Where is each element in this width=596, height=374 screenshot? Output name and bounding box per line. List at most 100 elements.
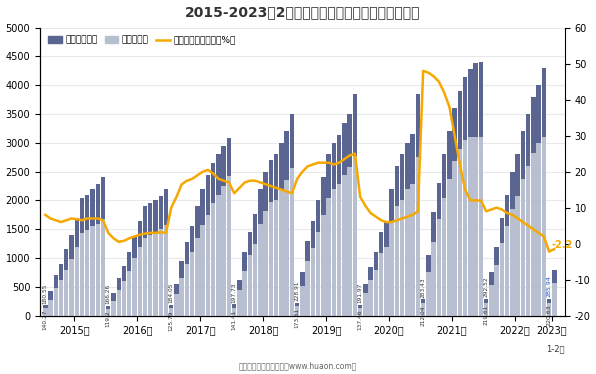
Text: 220.63: 220.63 xyxy=(546,305,551,327)
Bar xyxy=(521,179,525,316)
Bar xyxy=(505,195,510,316)
Bar xyxy=(226,138,231,316)
Bar xyxy=(290,114,294,316)
Bar xyxy=(253,244,257,316)
Bar xyxy=(54,275,58,316)
Bar xyxy=(521,131,525,316)
Bar xyxy=(432,212,436,316)
Bar xyxy=(43,307,48,316)
Bar xyxy=(489,273,493,316)
Text: 166.26: 166.26 xyxy=(105,284,110,304)
Bar xyxy=(232,307,237,316)
Bar xyxy=(106,306,110,316)
Bar xyxy=(552,283,557,316)
Bar xyxy=(337,135,342,316)
Bar xyxy=(379,232,383,316)
Bar xyxy=(274,200,278,316)
Bar xyxy=(59,264,63,316)
Bar xyxy=(479,137,483,316)
Bar xyxy=(405,189,409,316)
Text: 141.41: 141.41 xyxy=(231,309,236,329)
Bar xyxy=(389,189,394,316)
Bar xyxy=(159,196,163,316)
Bar xyxy=(253,214,257,316)
Bar xyxy=(117,290,121,316)
Bar xyxy=(368,280,373,316)
Bar xyxy=(300,273,305,316)
Bar xyxy=(395,166,399,316)
Text: 228.91: 228.91 xyxy=(294,280,299,301)
Bar xyxy=(342,123,347,316)
Bar xyxy=(80,197,84,316)
Bar xyxy=(59,280,63,316)
Text: 197.73: 197.73 xyxy=(231,282,236,303)
Bar xyxy=(143,206,147,316)
Bar xyxy=(90,189,95,316)
Bar xyxy=(347,167,352,316)
Bar xyxy=(153,233,158,316)
Bar xyxy=(516,154,520,316)
Bar xyxy=(185,264,189,316)
Bar xyxy=(90,226,95,316)
Bar xyxy=(200,225,205,316)
Bar xyxy=(516,196,520,316)
Bar xyxy=(531,153,536,316)
Bar xyxy=(342,175,347,316)
Bar xyxy=(337,184,342,316)
Bar xyxy=(237,280,242,316)
Bar xyxy=(353,94,357,316)
Bar xyxy=(101,177,105,316)
Bar xyxy=(263,172,268,316)
Bar xyxy=(495,265,499,316)
Bar xyxy=(463,140,467,316)
Bar xyxy=(306,261,310,316)
Bar xyxy=(258,224,263,316)
Bar xyxy=(405,143,409,316)
Bar xyxy=(327,154,331,316)
Bar xyxy=(132,258,136,316)
Bar xyxy=(138,246,142,316)
Bar xyxy=(243,271,247,316)
Bar xyxy=(216,154,221,316)
Legend: 房地产投资额, 住宅投资额, 房地产投资额增速（%）: 房地产投资额, 住宅投资额, 房地产投资额增速（%） xyxy=(45,32,239,48)
Bar xyxy=(536,143,541,316)
Bar xyxy=(148,235,153,316)
Bar xyxy=(411,134,415,316)
Bar xyxy=(269,160,273,316)
Bar xyxy=(526,166,530,316)
Text: 283.43: 283.43 xyxy=(420,277,425,298)
Bar xyxy=(295,306,299,316)
Bar xyxy=(458,91,462,316)
Bar xyxy=(353,156,357,316)
Bar xyxy=(327,197,331,316)
Bar xyxy=(452,108,457,316)
Bar xyxy=(190,226,194,316)
Bar xyxy=(484,299,488,316)
Text: 140.27: 140.27 xyxy=(42,309,47,330)
Bar xyxy=(153,200,158,316)
Bar xyxy=(295,303,299,316)
Bar xyxy=(248,255,252,316)
Bar xyxy=(122,266,126,316)
Bar xyxy=(479,62,483,316)
Bar xyxy=(64,249,69,316)
Text: 1-2月: 1-2月 xyxy=(547,344,565,353)
Bar xyxy=(206,215,210,316)
Bar xyxy=(473,137,478,316)
Bar xyxy=(316,200,321,316)
Bar xyxy=(510,209,514,316)
Bar xyxy=(505,226,510,316)
Bar xyxy=(468,137,473,316)
Text: 173.61: 173.61 xyxy=(294,307,299,328)
Bar xyxy=(216,195,221,316)
Bar xyxy=(531,97,536,316)
Bar xyxy=(426,273,431,316)
Bar xyxy=(547,299,551,316)
Bar xyxy=(274,154,278,316)
Bar xyxy=(185,242,189,316)
Bar xyxy=(111,301,116,316)
Text: -2.2: -2.2 xyxy=(552,240,573,250)
Bar xyxy=(463,77,467,316)
Bar xyxy=(179,261,184,316)
Bar xyxy=(222,146,226,316)
